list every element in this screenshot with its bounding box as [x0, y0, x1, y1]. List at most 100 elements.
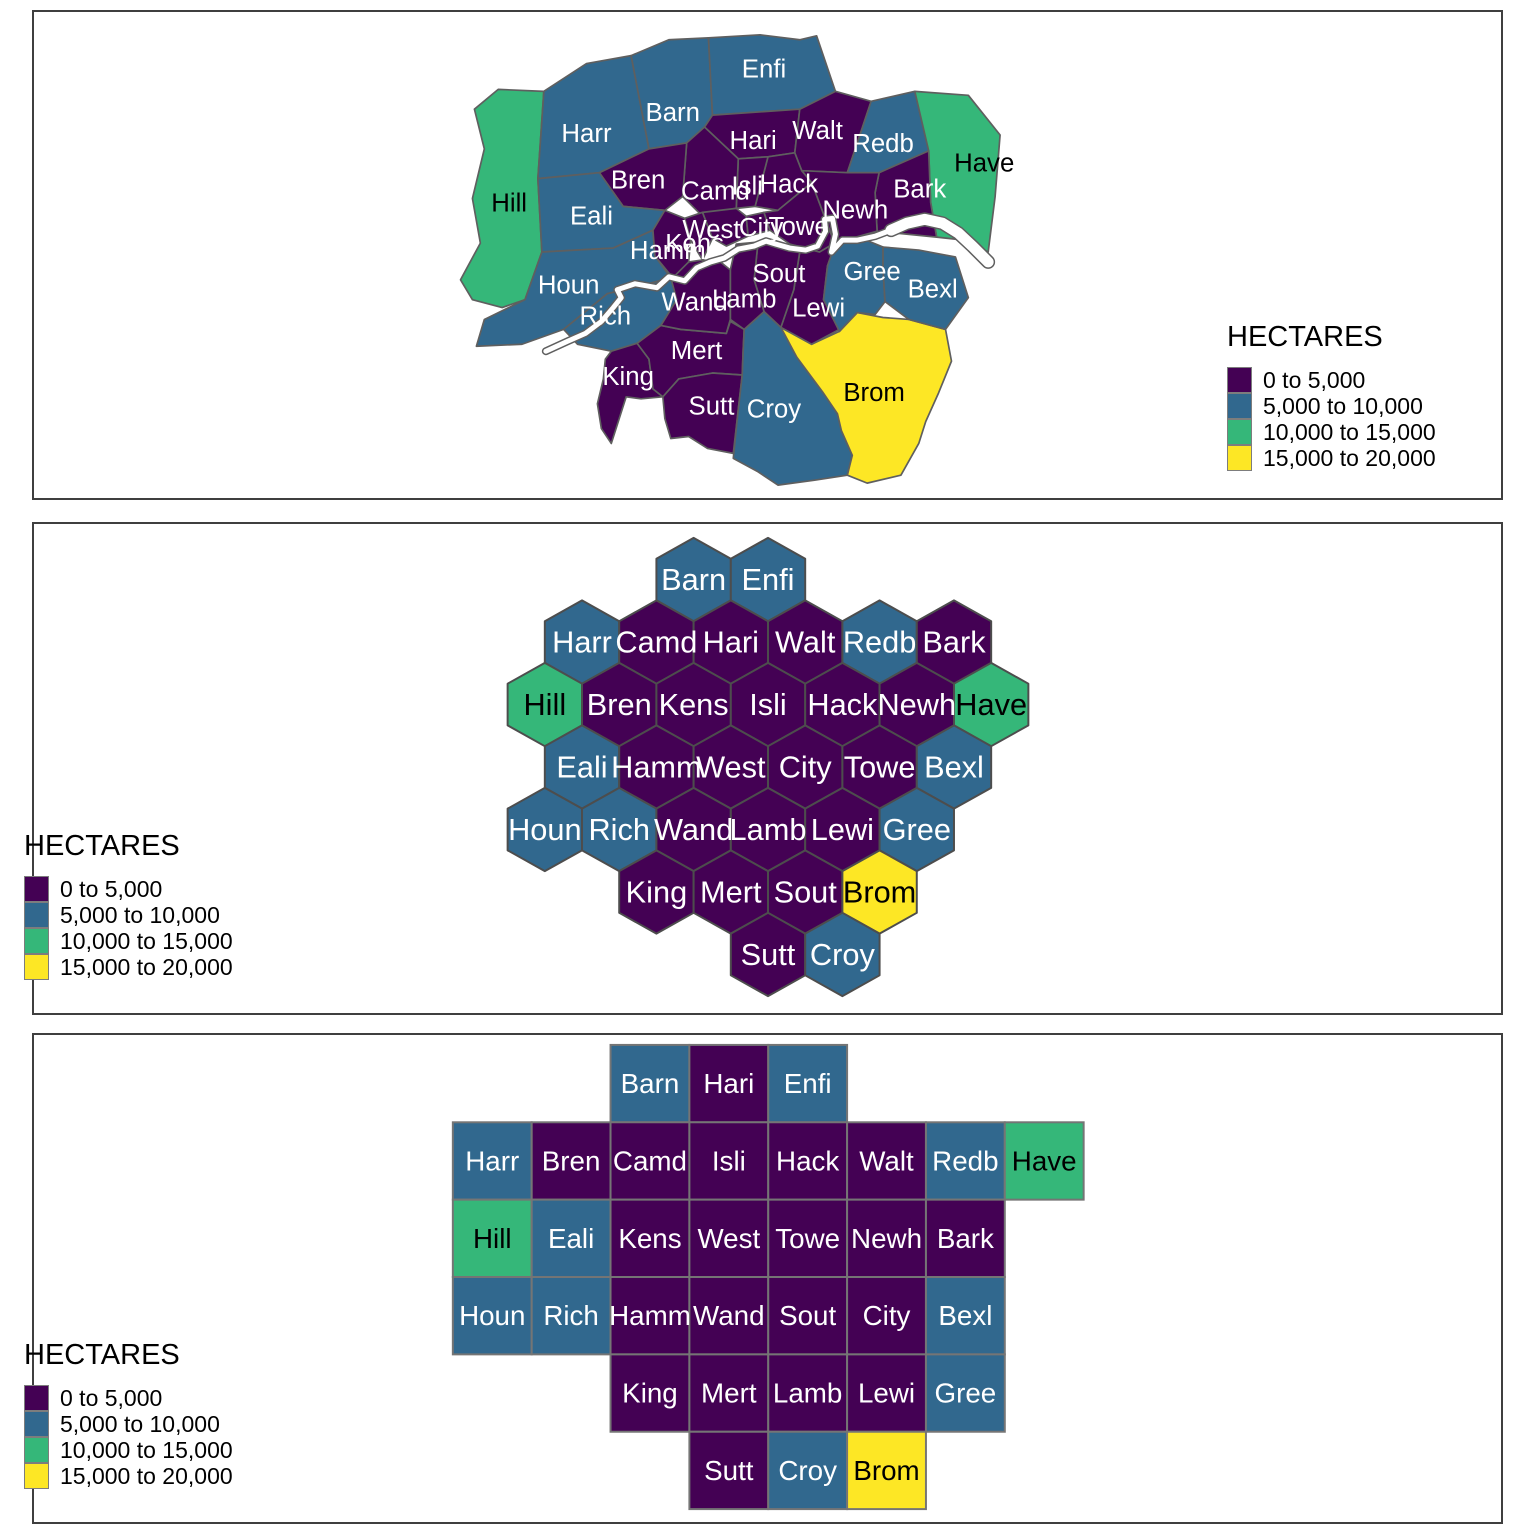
grid-cell-Walt [846, 1121, 927, 1201]
grid-cell-Lewi [846, 1353, 927, 1433]
legend-label-bin4: 15,000 to 20,000 [1263, 445, 1436, 471]
grid-cell-Wand [688, 1276, 770, 1356]
borough-shape-Bexl [882, 246, 970, 331]
hex-label-Brom: Brom [843, 874, 916, 909]
thames-estuary [885, 213, 994, 268]
map-label-Eali: Eali [570, 202, 613, 230]
hex-label-Newh: Newh [877, 687, 956, 722]
grid-cell-Croy [767, 1430, 849, 1511]
panel-geographic-map: Hill Harr Barn Enfi Hari Walt Redb Have Bark Newh… [32, 10, 1503, 500]
grid-label-Isli: Isli [712, 1145, 746, 1176]
map-label-Redb: Redb [852, 130, 914, 158]
legend-swatch-bin1 [24, 1385, 49, 1411]
map-label-Rich: Rich [580, 302, 632, 330]
grid-cell-Bark [924, 1198, 1006, 1279]
hex-label-Lamb: Lamb [730, 812, 807, 847]
hex-label-Eali: Eali [556, 750, 607, 785]
grid-label-Mert: Mert [701, 1378, 757, 1409]
grid-label-Sutt: Sutt [704, 1455, 754, 1486]
map-label-Towe: Towe [769, 213, 829, 241]
borough-shape-Towe [763, 181, 836, 253]
grid-label-Enfi: Enfi [784, 1068, 832, 1099]
legend-swatch-bin4 [24, 1463, 49, 1489]
legend-swatch-bin4 [1227, 445, 1252, 471]
thames-river [543, 215, 959, 354]
hex-label-Redb: Redb [843, 625, 916, 660]
legend-hectares-map: HECTARES 0 to 5,000 5,000 to 10,000 10,0… [1227, 321, 1436, 471]
grid-label-West: West [697, 1223, 760, 1254]
grid-label-Croy: Croy [778, 1455, 837, 1486]
grid-label-Lewi: Lewi [858, 1378, 915, 1409]
map-label-Houn: Houn [538, 272, 600, 300]
grid-label-Have: Have [1012, 1145, 1077, 1176]
legend-swatch-bin2 [1227, 393, 1252, 419]
legend-swatch-bin4 [24, 954, 49, 980]
legend-swatch-bin1 [24, 876, 49, 902]
panel-hex-cartogram: Barn Enfi Harr Camd Hari Walt Redb Bark Hill Bren… [32, 522, 1503, 1015]
legend-items: 0 to 5,000 5,000 to 10,000 10,000 to 15,… [1227, 367, 1436, 471]
map-label-Camd: Camd [681, 178, 750, 206]
grid-label-Newh: Newh [851, 1223, 922, 1254]
legend-swatch-bin1 [1227, 367, 1252, 393]
grid-cell-Harr [451, 1121, 533, 1201]
hex-label-Walt: Walt [775, 625, 836, 660]
legend-swatch-bin3 [24, 928, 49, 954]
hex-label-Hamm: Hamm [611, 750, 702, 785]
grid-label-King: King [622, 1378, 678, 1409]
grid-label-Lamb: Lamb [773, 1378, 842, 1409]
map-label-West: West [682, 216, 740, 244]
map-label-Bexl: Bexl [908, 276, 958, 304]
legend-label-bin1: 0 to 5,000 [60, 1385, 163, 1411]
legend-item: 5,000 to 10,000 [24, 1411, 233, 1437]
legend-label-bin4: 15,000 to 20,000 [60, 954, 233, 980]
legend-title: HECTARES [24, 1339, 180, 1371]
legend-item: 15,000 to 20,000 [1227, 445, 1436, 471]
grid-cell-Brom [846, 1430, 927, 1511]
grid-cell-Bexl [924, 1276, 1006, 1356]
legend-label-bin3: 10,000 to 15,000 [60, 1437, 233, 1463]
hex-label-Mert: Mert [700, 874, 762, 909]
legend-item: 15,000 to 20,000 [24, 954, 233, 980]
hex-label-Camd: Camd [615, 625, 697, 660]
legend-item: 10,000 to 15,000 [24, 1437, 233, 1463]
grid-label-Walt: Walt [859, 1145, 914, 1176]
hex-label-Hari: Hari [703, 625, 759, 660]
legend-swatch-bin3 [1227, 419, 1252, 445]
hex-label-Bexl: Bexl [924, 750, 984, 785]
map-label-Enfi: Enfi [742, 56, 786, 84]
legend-items: 0 to 5,000 5,000 to 10,000 10,000 to 15,… [24, 1385, 233, 1489]
borough-shape-Gree [822, 237, 886, 333]
legend-swatch-bin3 [24, 1437, 49, 1463]
map-label-Barn: Barn [646, 99, 700, 127]
grid-label-Bexl: Bexl [938, 1300, 992, 1331]
legend-hectares-hex: HECTARES 0 to 5,000 5,000 to 10,000 10,0… [24, 830, 233, 980]
legend-label-bin3: 10,000 to 15,000 [60, 928, 233, 954]
map-label-Walt: Walt [792, 117, 843, 145]
hex-label-Rich: Rich [588, 812, 649, 847]
map-label-Newh: Newh [822, 196, 888, 224]
legend-swatch-bin2 [24, 1411, 49, 1437]
grid-cell-Houn [451, 1276, 533, 1356]
legend-label-bin2: 5,000 to 10,000 [60, 1411, 220, 1437]
grid-cell-Sout [767, 1276, 849, 1356]
grid-label-Towe: Towe [775, 1223, 840, 1254]
map-label-Harr: Harr [561, 120, 612, 148]
hex-label-Towe: Towe [844, 750, 916, 785]
borough-shape-Kens [683, 211, 714, 261]
grid-label-Eali: Eali [548, 1223, 594, 1254]
map-label-Lamb: Lamb [712, 286, 776, 314]
legend-hectares-grid: HECTARES 0 to 5,000 5,000 to 10,000 10,0… [24, 1339, 233, 1489]
grid-label-Bren: Bren [542, 1145, 601, 1176]
hex-label-West: West [696, 750, 766, 785]
hex-label-Sutt: Sutt [741, 937, 796, 972]
legend-item: 10,000 to 15,000 [1227, 419, 1436, 445]
grid-label-Harr: Harr [465, 1145, 519, 1176]
legend-item: 0 to 5,000 [24, 876, 233, 902]
hex-label-Croy: Croy [810, 937, 876, 972]
grid-cell-Hill [451, 1198, 533, 1279]
grid-label-Houn: Houn [459, 1300, 525, 1331]
legend-item: 10,000 to 15,000 [24, 928, 233, 954]
grid-cell-Barn [609, 1043, 691, 1124]
grid-cell-Camd [609, 1121, 691, 1201]
map-label-Croy: Croy [747, 396, 802, 424]
